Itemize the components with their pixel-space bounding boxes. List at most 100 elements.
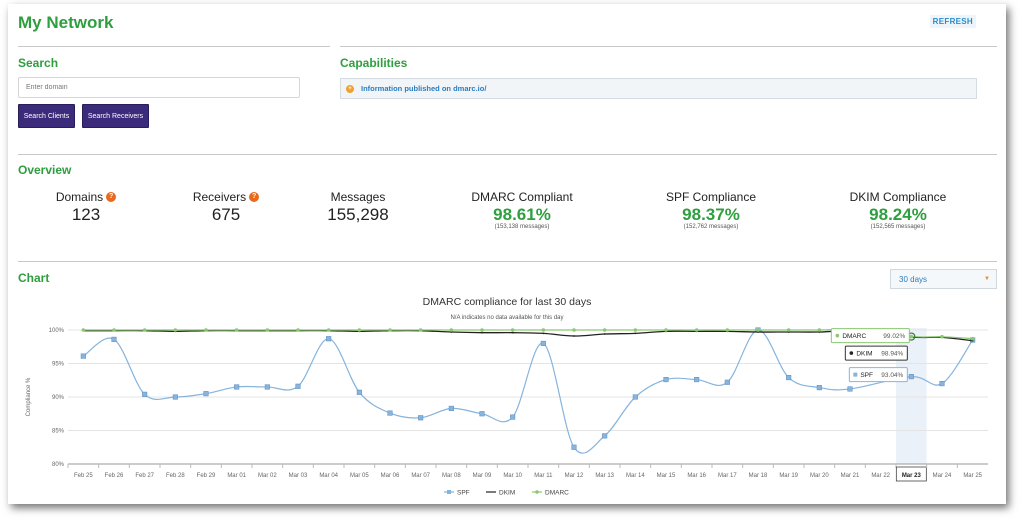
domain-search-input[interactable] (18, 77, 300, 98)
data-point-spf (142, 391, 148, 397)
data-point-spf (602, 433, 608, 439)
y-tick-label: 90% (52, 395, 65, 401)
tooltip-box-spf (848, 367, 908, 383)
x-tick-label: Mar 14 (626, 473, 645, 479)
stat-label: Messages (330, 190, 386, 204)
x-tick-label: Mar 10 (503, 473, 522, 479)
data-point-dmarc (602, 328, 607, 332)
data-point-dmarc (786, 328, 791, 332)
x-tick-label: Mar 16 (687, 473, 706, 479)
overview-section-title: Overview (18, 163, 72, 177)
data-point-dmarc (510, 328, 515, 332)
data-point-dmarc (296, 328, 300, 332)
stat-value: 155,298 (327, 205, 389, 224)
data-point-spf (326, 336, 332, 342)
data-point-dmarc (970, 336, 975, 341)
stat-subtext: (152,565 messages) (870, 224, 926, 230)
x-tick-label: Mar 11 (534, 473, 553, 479)
help-icon[interactable]: ? (249, 192, 260, 202)
divider (340, 46, 997, 47)
tooltip-marker-dmarc (835, 333, 840, 338)
data-point-dmarc (449, 328, 454, 332)
date-range-value: 30 days (899, 274, 928, 284)
data-point-dmarc (940, 334, 944, 339)
divider (18, 46, 330, 47)
y-axis-label: Compliance % (26, 377, 32, 416)
tooltip-label-dkim: DKIM (856, 351, 872, 358)
stat-value: 98.37% (682, 205, 740, 224)
x-tick-label: Mar 25 (963, 473, 982, 479)
y-tick-label: 95% (52, 362, 65, 368)
plus-circle-icon[interactable]: + (346, 84, 354, 93)
data-point-dmarc (480, 328, 484, 332)
data-point-dmarc (909, 334, 914, 339)
x-tick-label: Mar 13 (595, 473, 614, 479)
data-point-dkim (481, 331, 483, 334)
help-icon[interactable]: ? (106, 192, 117, 202)
tooltip-box-dmarc (830, 328, 910, 344)
data-point-dmarc (112, 328, 116, 332)
data-point-spf (387, 410, 393, 416)
data-point-dmarc (204, 328, 208, 332)
capabilities-link[interactable]: Information published on dmarc.io/ (361, 84, 487, 93)
compliance-chart: DMARC compliance for last 30 days N/A ind… (26, 296, 988, 497)
data-point-spf (172, 394, 178, 400)
data-point-spf (264, 384, 270, 390)
series-line-spf (82, 329, 974, 454)
stat-value: 675 (211, 205, 241, 224)
stat-spf-compliance: SPF Compliance 98.37% (152,762 messages) (631, 190, 791, 230)
data-point-spf (295, 383, 301, 389)
x-tick-label: Mar 05 (350, 473, 369, 479)
search-receivers-button[interactable]: Search Receivers (82, 104, 149, 128)
stat-subtext: (153,138 messages) (494, 224, 550, 230)
data-point-spf (234, 384, 240, 390)
stat-subtext: (152,762 messages) (683, 224, 739, 230)
x-tick-label: Mar 15 (657, 473, 676, 479)
date-range-select[interactable]: 30 days ▼ (890, 269, 997, 289)
stat-messages: Messages 155,298 (278, 190, 438, 225)
chevron-down-icon: ▼ (984, 276, 990, 282)
x-tick-highlight-box (895, 466, 927, 482)
stat-value: 123 (71, 205, 101, 224)
data-point-dmarc (633, 328, 638, 332)
x-tick-label: Mar 08 (442, 473, 461, 479)
x-tick-label: Mar 06 (381, 473, 400, 479)
x-tick-label: Mar 17 (718, 473, 737, 479)
capabilities-section-title: Capabilities (340, 56, 408, 70)
search-clients-button[interactable]: Search Clients (18, 104, 75, 128)
search-section-title: Search (18, 56, 59, 70)
stat-value: 98.24% (869, 205, 927, 224)
data-point-spf (203, 391, 209, 397)
data-point-dmarc (817, 328, 822, 332)
x-tick-label: Feb 27 (135, 473, 154, 479)
legend-marker-spf (447, 490, 451, 494)
x-tick-label: Mar 21 (841, 473, 860, 479)
tooltip-marker-spf (853, 372, 858, 377)
data-point-dmarc (418, 328, 423, 332)
data-point-spf (939, 381, 945, 387)
refresh-button[interactable]: REFRESH (929, 15, 976, 28)
x-tick-label: Mar 23 (902, 473, 922, 479)
data-point-spf (479, 411, 485, 417)
data-point-dkim (573, 335, 575, 337)
stat-label: DMARC Compliant (471, 190, 573, 204)
data-point-spf (80, 353, 86, 359)
data-point-dmarc (173, 328, 178, 332)
tooltip-marker-dkim (849, 351, 854, 355)
tooltip-label-spf: SPF (860, 372, 873, 379)
data-point-spf (908, 374, 914, 380)
stat-label: DKIM Compliance (849, 190, 947, 204)
tooltip-value-spf: 93.04% (881, 372, 903, 379)
data-point-dmarc (326, 328, 331, 332)
stat-label: Domains (55, 190, 104, 204)
data-point-dmarc (81, 328, 86, 332)
stat-dmarc-compliant: DMARC Compliant 98.61% (153,138 messages… (442, 190, 602, 230)
x-tick-label: Mar 19 (779, 473, 798, 479)
data-point-dmarc (725, 328, 730, 332)
stat-value: 98.61% (493, 205, 551, 224)
data-point-dmarc (265, 328, 270, 332)
legend-marker-dmarc (535, 490, 539, 494)
tooltip-label-dmarc: DMARC (842, 333, 866, 340)
legend-label-spf: SPF (457, 490, 470, 497)
chart-section-title: Chart (18, 271, 50, 285)
